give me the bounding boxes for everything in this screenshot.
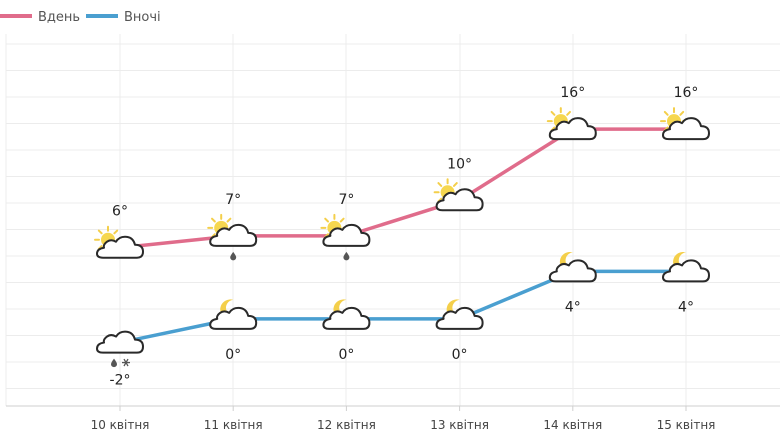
x-tick-label: 13 квітня xyxy=(430,418,489,432)
night-value-label: 0° xyxy=(225,347,241,363)
sun-cloud-icon xyxy=(546,107,597,141)
cloud-rain-snow-icon xyxy=(96,330,144,368)
raindrop-icon xyxy=(230,251,237,261)
day-value-label: 7° xyxy=(225,192,241,208)
cloud-icon xyxy=(96,235,144,259)
sun-cloud-icon xyxy=(433,178,484,212)
cloud-icon xyxy=(322,223,371,247)
legend-label-night: Вночі xyxy=(124,10,161,25)
cloud-icon xyxy=(435,188,484,212)
cloud-icon xyxy=(662,259,710,283)
moon-cloud-icon xyxy=(662,251,710,283)
cloud-icon xyxy=(209,306,258,330)
sun-cloud-rain-icon xyxy=(320,213,371,261)
night-value-label: -2° xyxy=(110,373,131,389)
snowflake-icon xyxy=(122,358,130,367)
raindrop-icon xyxy=(111,358,117,368)
cloud-icon xyxy=(322,306,371,330)
raindrop-icon xyxy=(343,251,350,261)
night-value-label: 0° xyxy=(452,347,468,363)
cloud-icon xyxy=(96,330,144,354)
sun-cloud-icon xyxy=(660,107,710,141)
night-value-label: 0° xyxy=(338,347,354,363)
legend-label-day: Вдень xyxy=(38,10,80,25)
x-tick-label: 14 квітня xyxy=(543,418,602,432)
moon-cloud-icon xyxy=(548,251,597,283)
x-tick-label: 10 квітня xyxy=(91,418,150,432)
sun-cloud-icon xyxy=(94,225,144,259)
series-lines xyxy=(119,127,686,345)
x-axis: 10 квітня 11 квітня 12 квітня 13 квітня 14 к… xyxy=(91,418,716,432)
cloud-icon xyxy=(662,117,710,141)
cloud-icon xyxy=(435,306,484,330)
day-value-label: 10° xyxy=(447,156,472,172)
sun-cloud-rain-icon xyxy=(207,213,258,261)
moon-cloud-icon xyxy=(322,299,371,330)
cloud-icon xyxy=(548,259,597,283)
value-labels: 6° 7° 7° 10° 16° 16° -2° 0° 0° 0° 4° 4° xyxy=(110,85,699,388)
grid xyxy=(5,34,780,411)
cloud-icon xyxy=(548,117,597,141)
night-value-label: 4° xyxy=(678,299,694,315)
legend: Вдень Вночі xyxy=(0,10,161,25)
legend-item-day[interactable]: Вдень xyxy=(0,10,80,25)
day-value-label: 7° xyxy=(338,192,354,208)
day-value-label: 6° xyxy=(112,204,128,220)
day-value-label: 16° xyxy=(674,85,699,101)
x-tick-label: 11 квітня xyxy=(204,418,263,432)
x-tick-label: 12 квітня xyxy=(317,418,376,432)
cloud-icon xyxy=(209,223,258,247)
legend-item-night[interactable]: Вночі xyxy=(86,10,161,25)
night-value-label: 4° xyxy=(565,299,581,315)
moon-cloud-icon xyxy=(435,299,484,330)
x-tick-label: 15 квітня xyxy=(657,418,716,432)
moon-cloud-icon xyxy=(209,299,258,330)
weather-icons xyxy=(94,107,710,368)
day-value-label: 16° xyxy=(560,85,585,101)
